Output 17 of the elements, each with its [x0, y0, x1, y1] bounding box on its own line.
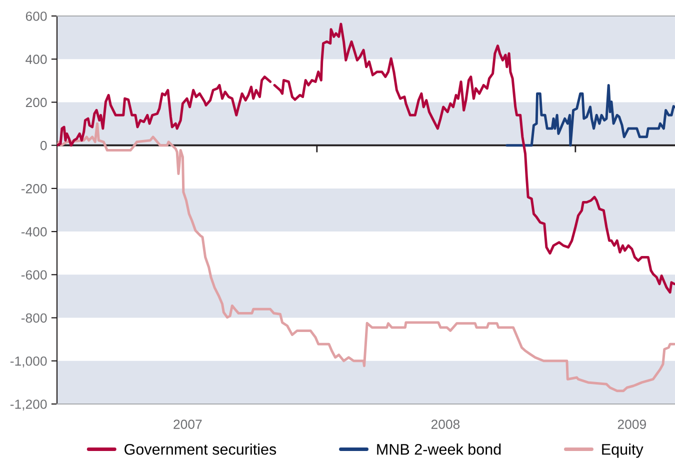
y-tick-label: -400 [21, 227, 47, 236]
legend-label: Equity [602, 444, 644, 458]
y-tick-label: -1,200 [10, 400, 47, 410]
y-tick-label: 0 [40, 140, 47, 150]
line-series [506, 84, 675, 147]
x-tick-label: 2008 [431, 420, 460, 429]
y-tick-label: -1,000 [10, 356, 47, 368]
y-tick-label: -200 [21, 184, 47, 194]
legend-label: MNB 2-week bond [377, 444, 501, 455]
y-tick-label: -800 [21, 313, 47, 323]
y-tick-label: -600 [21, 270, 47, 280]
y-tick-label: 400 [26, 54, 47, 64]
x-tick-label: 2007 [174, 420, 202, 429]
y-tick-label: 200 [26, 98, 47, 108]
x-tick-label: 2009 [618, 420, 646, 429]
legend-label: Government securities [124, 444, 276, 455]
y-tick-label: 600 [26, 12, 47, 21]
